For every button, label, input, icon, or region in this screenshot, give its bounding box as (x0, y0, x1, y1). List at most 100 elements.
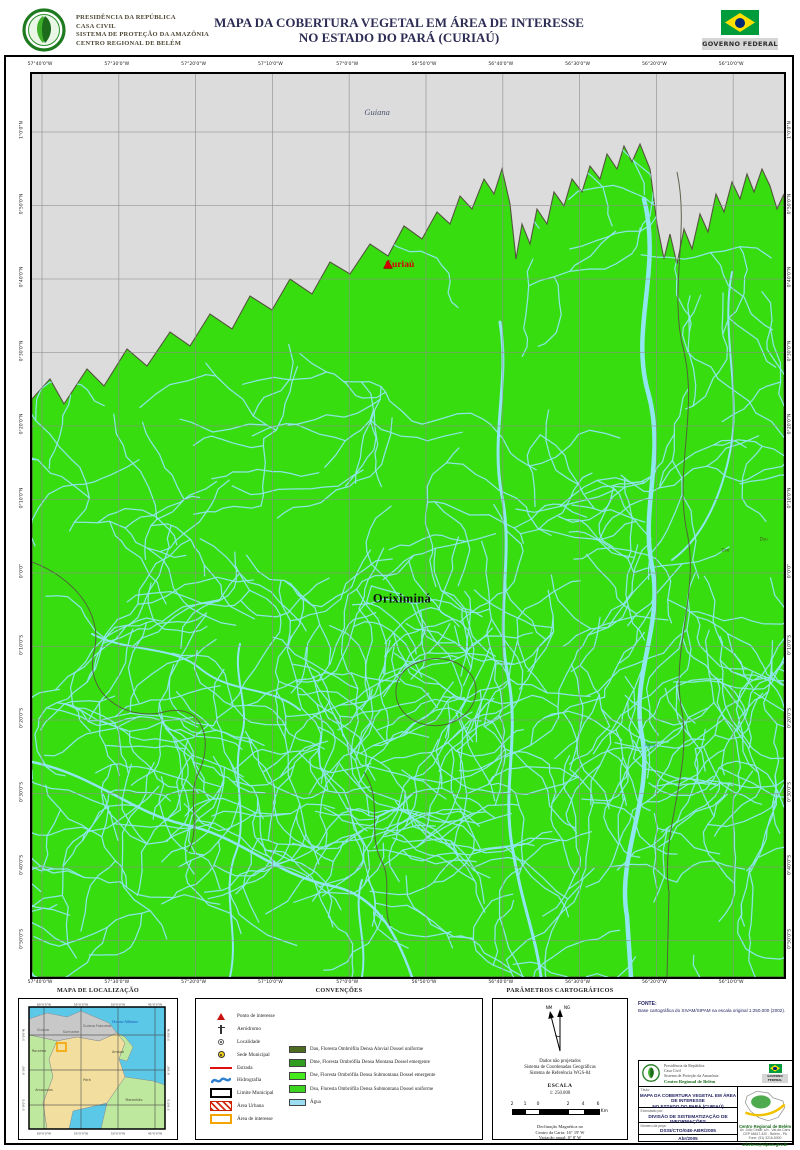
source-label: FONTE: (638, 1001, 657, 1007)
longitude-label: 57°10'0"W (257, 980, 283, 985)
scale-unit: Km (600, 1109, 608, 1114)
legend-panel: Ponto de interesse Aeródromo Localidade … (195, 998, 483, 1140)
legend-item-label: Aeródromo (237, 1026, 261, 1033)
latitude-label: 0°30'0"S (787, 781, 793, 802)
scale-tick: 2 (566, 1102, 570, 1107)
cartouche-fields: Título: MAPA DA COBERTURA VEGETAL EM ÁRE… (639, 1087, 738, 1141)
longitude-label: 57°30'0"W (104, 62, 130, 67)
legend-item-label: Ponto de interesse (237, 1013, 275, 1020)
legend-item-label: Localidade (237, 1038, 261, 1045)
location-map-panel: Guiana Suriname Guiana Francesa Oceano Atlâ… (18, 998, 178, 1140)
longitude-label: 57°40'0"W (27, 980, 53, 985)
svg-text:55°0'0"W: 55°0'0"W (74, 1002, 88, 1006)
legend-item: Área de interesse (208, 1112, 275, 1125)
main-map: Guiana Curiaú Oriximiná Dse Dsu Água (30, 72, 786, 979)
legend-item: Estrada (208, 1061, 275, 1074)
source-text: Base cartográfica do SIVAM/SIPAM na esca… (638, 1008, 786, 1013)
longitude-label: 57°10'0"W (257, 62, 283, 67)
header: PRESIDÊNCIA DA REPÚBLICA CASA CIVIL SIST… (4, 4, 794, 57)
vegetation-swatch (289, 1045, 306, 1054)
org-line: Presidência da República (664, 1063, 705, 1068)
svg-text:60°0'0"W: 60°0'0"W (37, 1002, 51, 1006)
longitude-label: 56°30'0"W (565, 980, 591, 985)
longitude-label: 57°20'0"W (181, 62, 207, 67)
legend-class-label: Dse, Floresta Ombrófila Densa Submontana… (310, 1073, 436, 1079)
map-canvas (32, 74, 784, 977)
svg-text:5°0'0"N: 5°0'0"N (167, 1029, 171, 1041)
longitude-label: 56°50'0"W (411, 62, 437, 67)
date-value: Abr/2005 (678, 1136, 698, 1141)
legend-class-label: Água (310, 1099, 321, 1105)
scale-label: ESCALA (547, 1083, 573, 1089)
legend-item: Ponto de interesse (208, 1010, 275, 1023)
longitude-label: 56°40'0"W (488, 980, 514, 985)
longitude-label: 57°40'0"W (27, 62, 53, 67)
svg-text:Oceano Atlântico: Oceano Atlântico (112, 1020, 139, 1024)
svg-text:Amazonas: Amazonas (35, 1088, 53, 1092)
svg-text:5°0'0"S: 5°0'0"S (22, 1099, 26, 1110)
projection-line: Dados não projetados (539, 1059, 581, 1064)
legend-item-label: Área Urbana (237, 1102, 264, 1109)
scale-bar: 2 1 0 2 4 6 Km (511, 1102, 608, 1116)
latitude-labels-left: 1°0'0"N 0°50'0"N 0°40'0"N 0°30'0"N 0°20'0"N 0… (17, 72, 27, 975)
svg-text:Pará: Pará (83, 1078, 90, 1082)
scale-tick: 6 (596, 1102, 600, 1107)
svg-text:5°0'0"S: 5°0'0"S (167, 1099, 171, 1110)
svg-text:Suriname: Suriname (63, 1030, 79, 1034)
contact-block: Centro Regional de Belém Av. Júlio César… (738, 1124, 792, 1147)
longitude-labels-bottom: 57°40'0"W 57°30'0"W 57°20'0"W 57°10'0"W 57°0… (27, 979, 782, 989)
latitude-label: 0°10'0"S (787, 634, 793, 655)
sipam-logo-small (642, 1064, 660, 1082)
legend-class-item: Dau, Floresta Ombrófila Densa Aluvial Do… (289, 1043, 435, 1056)
latitude-label: 0°10'0"N (19, 487, 25, 508)
longitude-label: 56°10'0"W (718, 62, 744, 67)
latitude-label: 0°40'0"S (19, 854, 25, 876)
projection-line: Sistema de Referência WGS-84 (529, 1071, 591, 1076)
latitude-label: 0°50'0"S (19, 928, 25, 949)
legend-item-label: Limite Municipal (237, 1090, 274, 1097)
source-note: FONTE: Base cartográfica do SIVAM/SIPAM … (638, 1001, 790, 1014)
cartouche-org: Presidência da República Casa Civil Sist… (664, 1063, 718, 1084)
interest-area-icon (210, 1113, 232, 1124)
cartouche-piece-row: Número da peça: DSSI/CTO/048-ABR/2005 (639, 1123, 737, 1135)
org-line-bold: Centro Regional de Belém (664, 1078, 716, 1084)
longitude-label: 57°0'0"W (336, 62, 359, 67)
interest-area-highlight (56, 1042, 67, 1052)
svg-text:45°0'0"W: 45°0'0"W (148, 1002, 162, 1006)
svg-text:5°0'0"N: 5°0'0"N (22, 1029, 26, 1041)
latitude-label: 0°50'0"N (19, 193, 25, 214)
magnetic-north-label: NM (546, 1005, 553, 1010)
svg-text:0°0'0": 0°0'0" (22, 1065, 26, 1075)
municipal-seat-icon (217, 1051, 225, 1059)
svg-text:Guiana: Guiana (37, 1028, 49, 1032)
svg-text:Maranhão: Maranhão (126, 1098, 143, 1102)
legend-class-item: Dse, Floresta Ombrófila Densa Submontana… (289, 1069, 435, 1082)
latitude-label: 0°0'0" (787, 563, 793, 579)
scale-bar-segments (512, 1109, 600, 1115)
legend-item: Área Urbana (208, 1100, 275, 1113)
road-icon (210, 1066, 232, 1069)
map-title-line2: NO ESTADO DO PARÁ (CURIAÚ) (298, 30, 500, 45)
cartouche-header: Presidência da República Casa Civil Sist… (639, 1061, 792, 1087)
governo-federal-label: GOVERNO FEDERAL (702, 38, 778, 50)
latitude-label: 0°10'0"N (787, 487, 793, 508)
projection-info: Dados não projetados Sistema de Coordena… (493, 1059, 627, 1077)
north-arrows-icon: NM NG (546, 1005, 570, 1052)
svg-text:45°0'0"W: 45°0'0"W (148, 1132, 162, 1136)
legend-classes: Dau, Floresta Ombrófila Densa Aluvial Do… (289, 1043, 435, 1109)
legend-class-item: Dme, Floresta Ombrófila Densa Montana Do… (289, 1056, 435, 1069)
piece-field-label: Número da peça: (640, 1123, 667, 1128)
legend-class-label: Dme, Floresta Ombrófila Densa Montana Do… (310, 1060, 431, 1066)
inset-coordinate-labels: 60°0'0"W 60°0'0"W 55°0'0"W 55°0'0"W 50°0'0"W… (22, 1002, 171, 1135)
legend-heading: CONVENÇÕES (315, 987, 363, 994)
government-brand: GOVERNO FEDERAL (702, 10, 778, 50)
legend-class-label: Dsu, Floresta Ombrófila Densa Submontana… (310, 1086, 434, 1092)
legend-item-label: Hidrografia (237, 1077, 262, 1084)
governo-federal-label: GOVERNO FEDERAL (762, 1073, 788, 1083)
svg-text:Guiana Francesa: Guiana Francesa (83, 1024, 111, 1028)
projection-line: Sistema de Coordenadas Geográficas (524, 1065, 596, 1070)
legend-item-label: Estrada (237, 1064, 253, 1071)
sipam-logo (22, 8, 66, 52)
